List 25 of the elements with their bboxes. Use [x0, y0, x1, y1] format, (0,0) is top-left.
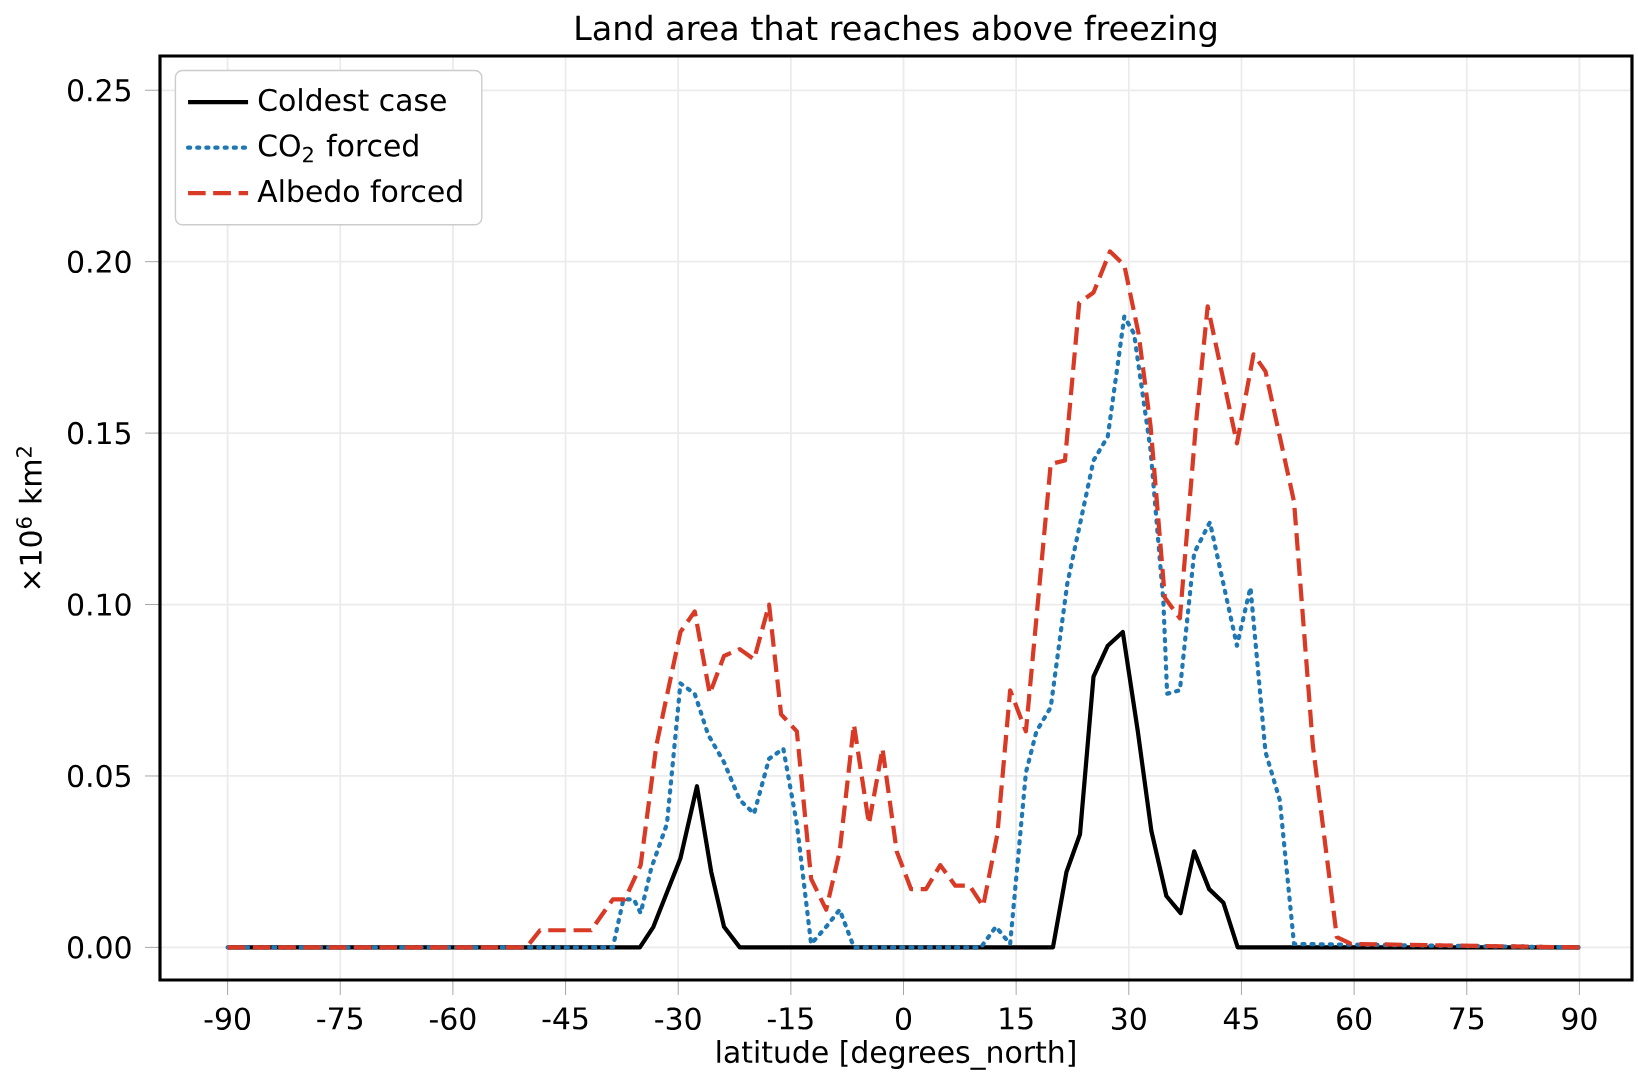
y-axis-title: ×10$^{6}$ km$^{2}$ [16, 447, 42, 589]
x-tick-label: 30 [1112, 1007, 1146, 1031]
x-tick-label: -90 [204, 1007, 251, 1031]
x-tick-label: 60 [1337, 1007, 1372, 1031]
legend-label: Coldest case [258, 88, 446, 112]
y-tick-label: 0.15 [68, 421, 130, 445]
x-tick-label: -15 [767, 1007, 813, 1030]
x-tick-label: 90 [1562, 1007, 1597, 1031]
y-tick-label: 0.05 [68, 764, 130, 788]
x-tick-label: 45 [1223, 1007, 1258, 1030]
y-tick-label: 0.00 [68, 936, 131, 959]
legend-label: CO$_{2}$ forced [258, 133, 418, 163]
chart-title: Land area that reaches above freezing [576, 14, 1216, 48]
x-tick-label: 75 [1450, 1007, 1484, 1030]
x-axis-title: latitude [degrees_north] [717, 1040, 1075, 1070]
x-tick-label: -75 [317, 1007, 363, 1030]
x-tick-label: -30 [655, 1007, 701, 1031]
y-tick-label: 0.20 [68, 250, 131, 274]
legend-label: Albedo forced [257, 179, 462, 203]
x-tick-label: -60 [429, 1007, 476, 1031]
x-tick-label: 0 [895, 1007, 912, 1031]
x-tick-label: -45 [542, 1007, 588, 1030]
x-tick-label: 15 [1000, 1007, 1033, 1030]
y-tick-label: 0.10 [68, 593, 131, 616]
y-tick-label: 0.25 [68, 78, 130, 102]
